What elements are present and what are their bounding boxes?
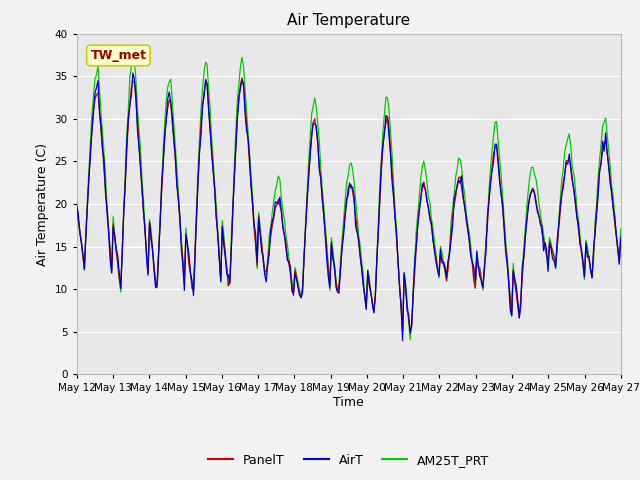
Legend: PanelT, AirT, AM25T_PRT: PanelT, AirT, AM25T_PRT xyxy=(203,449,495,472)
Text: TW_met: TW_met xyxy=(90,49,147,62)
Title: Air Temperature: Air Temperature xyxy=(287,13,410,28)
X-axis label: Time: Time xyxy=(333,396,364,409)
Y-axis label: Air Temperature (C): Air Temperature (C) xyxy=(36,143,49,265)
